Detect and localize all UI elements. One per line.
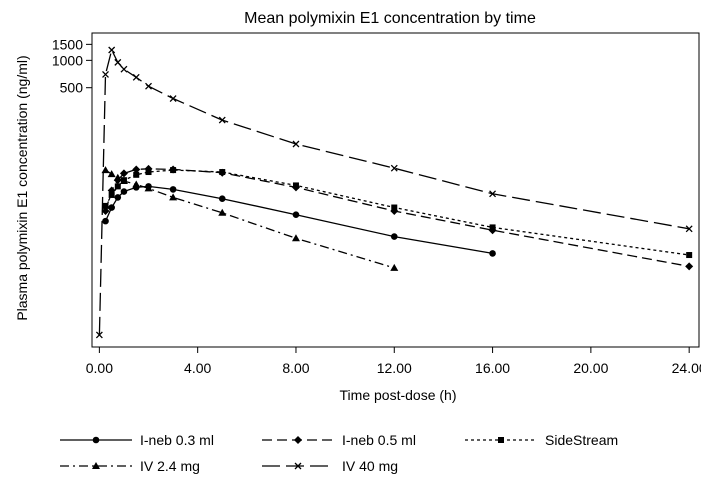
data-point bbox=[489, 224, 496, 231]
data-point bbox=[114, 58, 122, 66]
data-point bbox=[169, 193, 178, 201]
series-iv-2-4-mg bbox=[101, 166, 399, 271]
series-line bbox=[105, 169, 395, 269]
legend-label: I-neb 0.5 ml bbox=[342, 432, 416, 448]
data-point bbox=[219, 169, 226, 176]
data-point bbox=[218, 208, 227, 216]
series-iv-40-mg bbox=[95, 46, 693, 339]
data-point bbox=[390, 263, 399, 271]
data-point bbox=[108, 191, 115, 198]
data-point bbox=[390, 164, 398, 172]
data-point bbox=[489, 190, 497, 198]
x-tick-label: 12.00 bbox=[377, 360, 412, 376]
data-point bbox=[685, 262, 694, 271]
data-point bbox=[218, 116, 226, 124]
legend-marker bbox=[498, 437, 504, 443]
legend-label: IV 2.4 mg bbox=[140, 458, 200, 474]
legend-label: I-neb 0.3 ml bbox=[140, 432, 214, 448]
data-point bbox=[107, 170, 116, 178]
data-point bbox=[145, 169, 152, 176]
y-tick-label: 1000 bbox=[52, 52, 83, 68]
legend-marker bbox=[92, 462, 100, 469]
data-point bbox=[119, 169, 128, 178]
legend-item: I-neb 0.3 ml bbox=[60, 432, 214, 448]
data-point bbox=[119, 177, 128, 185]
chart-title: Mean polymixin E1 concentration by time bbox=[244, 10, 536, 27]
data-point bbox=[132, 180, 141, 188]
data-point bbox=[95, 331, 103, 339]
data-point bbox=[102, 70, 109, 78]
data-point bbox=[133, 171, 140, 178]
legend-marker bbox=[294, 436, 302, 444]
data-point bbox=[390, 233, 398, 240]
x-tick-label: 20.00 bbox=[573, 360, 608, 376]
x-tick-label: 8.00 bbox=[282, 360, 309, 376]
series-i-neb-0-5-ml bbox=[101, 164, 694, 271]
legend-item: IV 2.4 mg bbox=[60, 458, 200, 474]
x-tick-label: 24.00 bbox=[672, 360, 701, 376]
data-point bbox=[120, 65, 128, 73]
data-point bbox=[114, 194, 122, 201]
data-point bbox=[101, 166, 110, 174]
data-point bbox=[102, 202, 109, 209]
data-point bbox=[145, 82, 152, 90]
data-point bbox=[170, 167, 177, 174]
x-axis-ticks: 0.00 4.00 8.00 12.00 16.00 20.00 24.00 bbox=[86, 347, 701, 376]
data-point bbox=[292, 182, 299, 189]
data-point bbox=[108, 46, 116, 54]
data-point bbox=[292, 211, 300, 219]
legend: I-neb 0.3 ml I-neb 0.5 ml SideStream IV 2.4… bbox=[60, 432, 618, 474]
series-i-neb-0-3-ml bbox=[102, 183, 496, 257]
data-point bbox=[101, 206, 110, 215]
legend-label: IV 40 mg bbox=[342, 458, 398, 474]
series-line bbox=[104, 169, 690, 256]
y-tick-label: 1500 bbox=[52, 36, 83, 52]
legend-marker bbox=[92, 436, 100, 444]
x-tick-label: 4.00 bbox=[184, 360, 211, 376]
data-point bbox=[489, 250, 496, 257]
data-point bbox=[391, 204, 398, 211]
data-point bbox=[169, 186, 177, 193]
data-point bbox=[291, 234, 300, 242]
y-tick-label: 500 bbox=[60, 80, 84, 96]
data-point bbox=[144, 184, 153, 192]
y-axis-label: Plasma polymixin E1 concentration (ng/ml… bbox=[14, 55, 30, 320]
legend-item: SideStream bbox=[465, 432, 618, 448]
legend-item: I-neb 0.5 ml bbox=[262, 432, 416, 448]
data-point bbox=[132, 73, 140, 81]
data-point bbox=[114, 183, 121, 190]
legend-item: IV 40 mg bbox=[262, 458, 398, 474]
data-point bbox=[686, 252, 693, 259]
series-layer bbox=[95, 46, 694, 339]
data-point bbox=[120, 188, 128, 195]
legend-marker bbox=[294, 462, 302, 470]
series-line bbox=[104, 168, 690, 268]
data-point bbox=[108, 204, 115, 211]
data-point bbox=[292, 140, 300, 148]
x-tick-label: 16.00 bbox=[475, 360, 510, 376]
data-point bbox=[102, 217, 109, 225]
x-tick-label: 0.00 bbox=[86, 360, 113, 376]
legend-label: SideStream bbox=[545, 432, 618, 448]
data-point bbox=[169, 95, 177, 102]
data-point bbox=[113, 173, 122, 181]
data-point bbox=[132, 165, 141, 174]
data-point bbox=[685, 225, 693, 233]
series-line bbox=[104, 185, 493, 255]
x-axis-label: Time post-dose (h) bbox=[340, 387, 457, 403]
plot-frame bbox=[91, 32, 700, 348]
data-point bbox=[218, 195, 226, 203]
series-sidestream bbox=[102, 167, 693, 259]
